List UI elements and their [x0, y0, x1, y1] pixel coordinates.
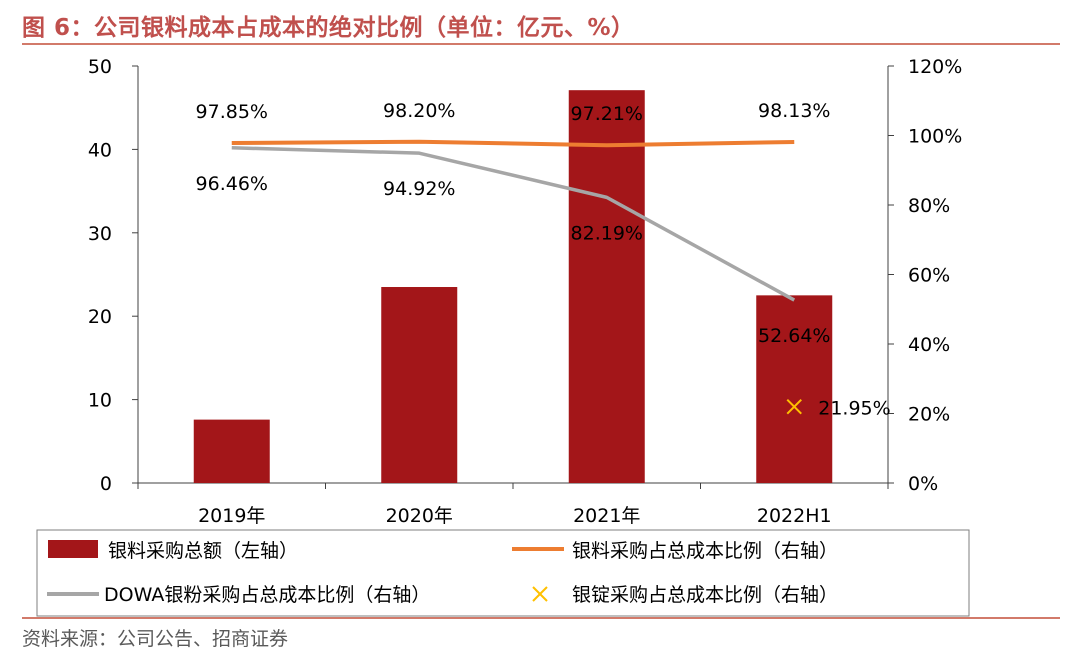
left-axis-tick-label: 40: [88, 139, 112, 161]
data-label-silver-material-ratio: 98.20%: [383, 100, 455, 122]
data-label-silver-material-ratio: 97.21%: [571, 103, 643, 125]
legend-swatch-bar: [48, 540, 98, 558]
right-axis-tick-label: 40%: [908, 334, 950, 356]
data-label-dowa-silver-powder: 82.19%: [571, 222, 643, 244]
left-axis-tick-label: 50: [88, 56, 112, 78]
legend-label-bar: 银料采购总额（左轴）: [108, 540, 298, 562]
right-axis-tick-label: 20%: [908, 404, 950, 426]
legend-label-orange-line: 银料采购占总成本比例（右轴）: [572, 540, 838, 562]
x-axis-tick-label: 2022H1: [757, 505, 832, 527]
footer-divider: [22, 617, 1060, 619]
source-note: 资料来源：公司公告、招商证券: [22, 628, 289, 650]
legend-label-marker: 银锭采购占总成本比例（右轴）: [572, 584, 838, 606]
data-label-silver-ingot: 21.95%: [818, 398, 890, 420]
right-axis-tick-label: 0%: [908, 473, 938, 495]
data-label-silver-material-ratio: 97.85%: [196, 101, 268, 123]
left-axis-tick-label: 10: [88, 390, 112, 412]
right-axis-tick-label: 80%: [908, 195, 950, 217]
bar-silver-purchase: [568, 90, 645, 483]
right-axis-tick-label: 120%: [908, 56, 962, 78]
right-axis-tick-label: 60%: [908, 265, 950, 287]
legend-box: [36, 529, 970, 617]
x-axis-tick-label: 2021年: [573, 505, 640, 527]
marker-silver-ingot: [786, 399, 802, 415]
x-axis-tick-label: 2019年: [198, 505, 265, 527]
data-label-dowa-silver-powder: 94.92%: [383, 178, 455, 200]
bar-silver-purchase: [381, 287, 458, 483]
bar-silver-purchase: [756, 295, 833, 483]
data-label-dowa-silver-powder: 52.64%: [758, 325, 830, 347]
left-axis-tick-label: 0: [100, 473, 112, 495]
line-silver-material-ratio: [231, 139, 795, 148]
line-dowa-silver-powder: [231, 146, 796, 302]
right-axis-tick-label: 100%: [908, 126, 962, 148]
left-axis-tick-label: 20: [88, 306, 112, 328]
chart: 0 10 20 30 40 50 0% 20% 40% 60% 80% 100% 120% 2019年 20…: [36, 56, 970, 617]
data-label-silver-material-ratio: 98.13%: [758, 100, 830, 122]
left-axis-tick-label: 30: [88, 223, 112, 245]
data-label-dowa-silver-powder: 96.46%: [196, 173, 268, 195]
legend-swatch-marker: [532, 586, 548, 602]
title-divider: [22, 43, 1060, 45]
legend-label-gray-line: DOWA银粉采购占总成本比例（右轴）: [104, 584, 430, 606]
bar-silver-purchase: [193, 419, 270, 483]
chart-title: 图 6：公司银料成本占成本的绝对比例（单位：亿元、%）: [22, 15, 635, 41]
x-axis-tick-label: 2020年: [386, 505, 453, 527]
